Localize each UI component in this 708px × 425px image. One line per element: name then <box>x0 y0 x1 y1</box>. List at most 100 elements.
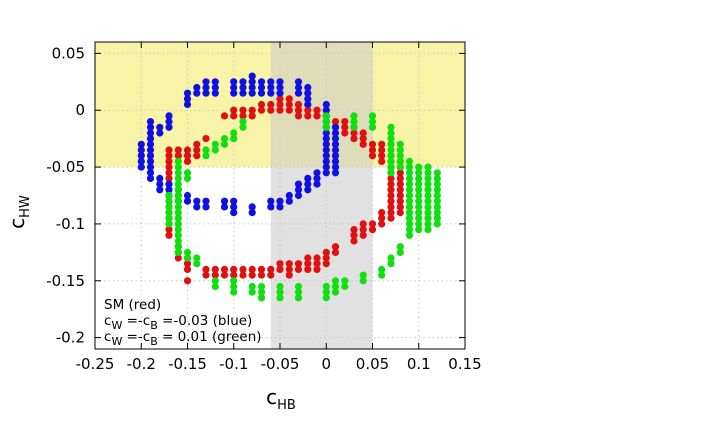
data-point <box>396 248 404 256</box>
data-point <box>387 214 395 222</box>
data-point <box>415 220 423 228</box>
data-point <box>294 282 303 291</box>
data-point <box>211 277 219 285</box>
y-tick-label: -0.05 <box>46 158 85 176</box>
data-point <box>322 288 330 296</box>
data-point <box>304 83 312 92</box>
x-tick-label: -0.15 <box>168 355 207 373</box>
data-point <box>183 260 192 268</box>
data-point <box>174 174 182 182</box>
data-point <box>248 106 256 114</box>
x-axis-label: cHB <box>266 385 296 413</box>
data-point <box>387 191 395 200</box>
data-point <box>387 169 395 177</box>
data-point <box>285 265 293 273</box>
data-point <box>183 191 192 200</box>
data-point <box>183 157 192 165</box>
x-tick-labels: -0.25 -0.2 -0.15 -0.1 -0.05 0 0.05 0.1 0.15 <box>76 355 482 373</box>
data-point <box>304 265 312 273</box>
data-point <box>239 265 247 273</box>
data-point <box>276 83 284 92</box>
data-point <box>387 260 395 268</box>
data-point <box>165 203 173 211</box>
legend-text: c <box>104 329 111 345</box>
data-point <box>322 146 330 154</box>
data-point <box>424 214 432 222</box>
data-point <box>248 83 256 92</box>
data-point <box>230 277 238 285</box>
data-point <box>285 100 293 109</box>
data-point <box>415 169 423 177</box>
data-point <box>433 191 441 200</box>
legend-entry: cW =-cB = 0.01 (green) <box>104 329 262 348</box>
legend-subscript: W <box>111 319 122 332</box>
x-tick-label: 0 <box>321 355 331 373</box>
data-point <box>405 220 414 228</box>
data-point <box>387 180 395 188</box>
data-point <box>156 129 164 137</box>
data-point <box>174 169 182 177</box>
data-point <box>294 260 303 268</box>
data-point <box>267 83 275 92</box>
data-point <box>257 282 266 291</box>
data-point <box>156 186 164 194</box>
data-point <box>331 146 340 154</box>
data-point <box>165 174 173 182</box>
data-point <box>248 265 256 273</box>
data-point <box>230 112 238 120</box>
data-point <box>165 112 173 120</box>
data-point <box>304 112 312 120</box>
y-axis-label: cHW <box>5 195 33 229</box>
data-point <box>294 106 303 114</box>
data-point <box>276 265 284 273</box>
data-point <box>313 169 321 177</box>
data-point <box>341 129 349 137</box>
data-point <box>387 174 395 182</box>
data-point <box>165 169 173 177</box>
data-point <box>396 209 404 217</box>
data-point <box>294 89 303 97</box>
data-point <box>359 231 367 239</box>
data-point <box>202 152 210 160</box>
data-point <box>378 157 386 165</box>
data-point <box>424 226 432 234</box>
data-point <box>396 186 404 194</box>
data-point <box>331 129 340 137</box>
data-point <box>304 260 312 268</box>
data-point <box>174 254 182 262</box>
data-point <box>165 163 173 171</box>
data-point <box>331 277 340 285</box>
data-point <box>322 248 330 256</box>
data-point <box>239 118 247 126</box>
data-point <box>174 197 182 205</box>
data-point <box>415 197 423 205</box>
data-point <box>230 265 238 273</box>
data-point <box>387 123 395 131</box>
y-tick-label: 0.05 <box>52 44 85 62</box>
data-point <box>359 135 367 143</box>
data-point <box>137 163 145 171</box>
data-point <box>174 231 182 239</box>
data-point <box>193 254 201 262</box>
data-point <box>368 220 377 228</box>
data-point <box>322 123 330 131</box>
data-point <box>267 78 275 86</box>
data-point <box>331 118 340 126</box>
data-point <box>137 140 145 148</box>
data-point <box>294 78 303 86</box>
data-point <box>211 146 219 154</box>
data-point <box>257 288 266 296</box>
data-point <box>433 169 441 177</box>
data-point <box>183 248 192 256</box>
data-point <box>387 157 395 165</box>
data-point <box>387 135 395 143</box>
data-point <box>396 146 404 154</box>
data-point <box>415 186 423 194</box>
data-point <box>156 180 164 188</box>
data-point <box>304 106 312 114</box>
data-point <box>304 174 312 182</box>
data-point <box>137 146 145 154</box>
data-point <box>230 135 238 143</box>
data-point <box>165 197 173 205</box>
